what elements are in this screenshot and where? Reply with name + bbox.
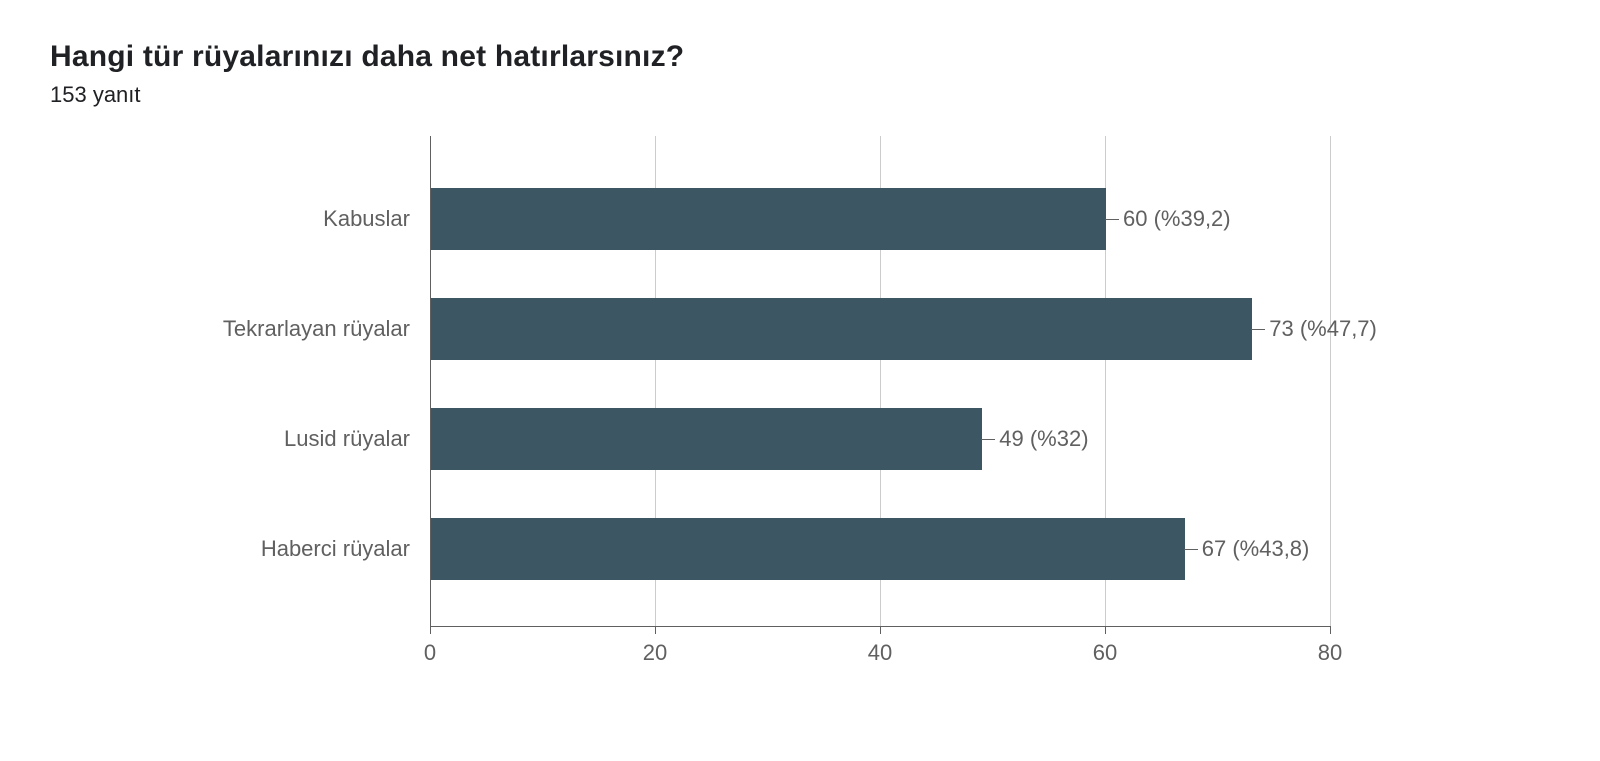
- category-label: Kabuslar: [50, 206, 410, 232]
- x-tick-label: 20: [643, 640, 667, 666]
- x-tick-mark: [1330, 626, 1331, 634]
- category-label: Tekrarlayan rüyalar: [50, 316, 410, 342]
- bar: [431, 408, 982, 470]
- y-axis: [430, 136, 431, 626]
- category-label: Lusid rüyalar: [50, 426, 410, 452]
- x-tick-mark: [430, 626, 431, 634]
- value-tick: [1184, 549, 1198, 550]
- x-tick-label: 60: [1093, 640, 1117, 666]
- value-label: 60 (%39,2): [1123, 206, 1231, 232]
- x-tick-label: 0: [424, 640, 436, 666]
- x-tick-label: 40: [868, 640, 892, 666]
- x-tick-mark: [1105, 626, 1106, 634]
- x-tick-mark: [880, 626, 881, 634]
- x-tick-mark: [655, 626, 656, 634]
- value-label: 73 (%47,7): [1269, 316, 1377, 342]
- value-tick: [1105, 219, 1119, 220]
- value-label: 67 (%43,8): [1202, 536, 1310, 562]
- chart-container: Hangi tür rüyalarınızı daha net hatırlar…: [0, 0, 1600, 761]
- value-tick: [981, 439, 995, 440]
- value-tick: [1251, 329, 1265, 330]
- category-label: Haberci rüyalar: [50, 536, 410, 562]
- bar: [431, 518, 1185, 580]
- chart-plot-area: 60 (%39,2) 73 (%47,7) 49 (%32) 67 (%43,8…: [50, 136, 1550, 696]
- chart-title: Hangi tür rüyalarınızı daha net hatırlar…: [50, 40, 1550, 74]
- x-gridline: [1330, 136, 1331, 626]
- chart-subtitle: 153 yanıt: [50, 82, 1550, 108]
- bar: [431, 188, 1106, 250]
- bar: [431, 298, 1252, 360]
- value-label: 49 (%32): [999, 426, 1088, 452]
- x-tick-label: 80: [1318, 640, 1342, 666]
